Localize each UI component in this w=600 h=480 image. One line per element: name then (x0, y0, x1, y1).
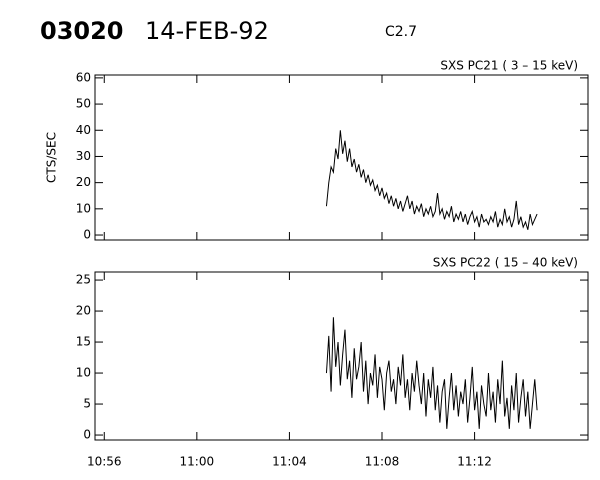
y-tick-label: 30 (76, 149, 91, 163)
x-tick-label: 10:56 (87, 455, 122, 469)
y-axis-label: CTS/SEC (45, 132, 59, 183)
y-tick-label: 15 (76, 335, 91, 349)
y-tick-label: 60 (76, 70, 91, 84)
data-line (325, 317, 538, 429)
y-tick-label: 20 (76, 304, 91, 318)
plot-frame (94, 271, 589, 441)
y-tick-label: 0 (83, 228, 91, 242)
y-tick-label: 0 (83, 428, 91, 442)
y-tick-label: 10 (76, 366, 91, 380)
x-tick-label: 11:08 (365, 455, 400, 469)
y-tick-label: 10 (76, 201, 91, 215)
plot-frame (94, 74, 589, 241)
y-tick-label: 20 (76, 175, 91, 189)
panel-title: SXS PC21 ( 3 – 15 keV) (440, 59, 578, 73)
flare-class: C2.7 (385, 24, 417, 40)
flare-date: 14-FEB-92 (145, 17, 269, 45)
data-line (325, 130, 538, 230)
y-tick-label: 5 (83, 397, 91, 411)
panel-title: SXS PC22 ( 15 – 40 keV) (433, 256, 578, 270)
y-tick-label: 25 (76, 273, 91, 287)
flare-id: 03020 (40, 17, 124, 45)
x-tick-label: 11:04 (272, 455, 307, 469)
y-tick-label: 50 (76, 97, 91, 111)
y-tick-label: 40 (76, 123, 91, 137)
x-tick-label: 11:12 (457, 455, 492, 469)
x-tick-label: 11:00 (180, 455, 215, 469)
